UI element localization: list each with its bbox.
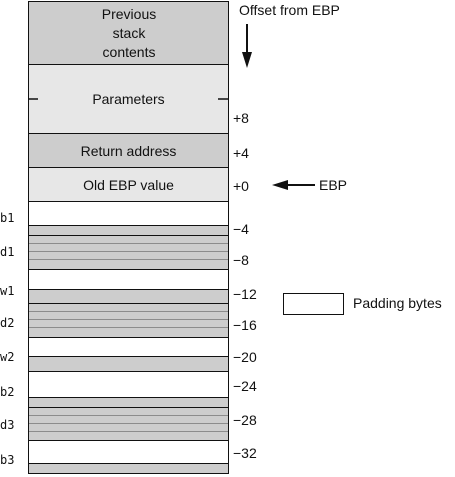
- d2-slot: [28, 303, 229, 338]
- d1-slot: [28, 235, 229, 270]
- variable-label: b1: [0, 211, 15, 225]
- offset-label: −16: [233, 317, 257, 333]
- offset-label: −24: [233, 378, 257, 394]
- offset-label: +8: [233, 110, 249, 126]
- b1-slot: [28, 201, 229, 226]
- padding-legend-label: Padding bytes: [353, 295, 442, 311]
- variable-label: d1: [0, 245, 15, 259]
- variable-label: d2: [0, 316, 15, 330]
- previous-stack-contents-label: Previous stack contents: [101, 5, 157, 60]
- variable-label: b3: [0, 453, 15, 467]
- left-arrow-icon: [272, 180, 315, 190]
- offset-header: Offset from EBP: [239, 2, 340, 18]
- offset-label: −12: [233, 286, 257, 302]
- old-ebp-label: Old EBP value: [83, 176, 174, 193]
- down-arrow-icon: [242, 24, 252, 68]
- previous-stack-contents-block: [28, 1, 229, 65]
- d3-slot: [28, 407, 229, 441]
- parameters-label: Parameters: [92, 91, 165, 107]
- offset-label: +0: [233, 178, 249, 194]
- return-address-label: Return address: [80, 142, 177, 159]
- variable-label: d3: [0, 418, 15, 432]
- ebp-pointer-label: EBP: [319, 177, 348, 193]
- offset-label: −20: [233, 349, 257, 365]
- offset-label: −8: [233, 252, 249, 268]
- variable-label: w1: [0, 284, 15, 298]
- offset-label: −28: [233, 412, 257, 428]
- variable-label: b2: [0, 385, 15, 399]
- offset-label: −32: [233, 445, 257, 461]
- padding-legend-swatch: [283, 293, 344, 315]
- offset-label: +4: [233, 145, 249, 161]
- return-address-block: [28, 133, 229, 168]
- padding-b3: [28, 463, 229, 474]
- offset-label: −4: [233, 221, 249, 237]
- variable-label: w2: [0, 350, 15, 364]
